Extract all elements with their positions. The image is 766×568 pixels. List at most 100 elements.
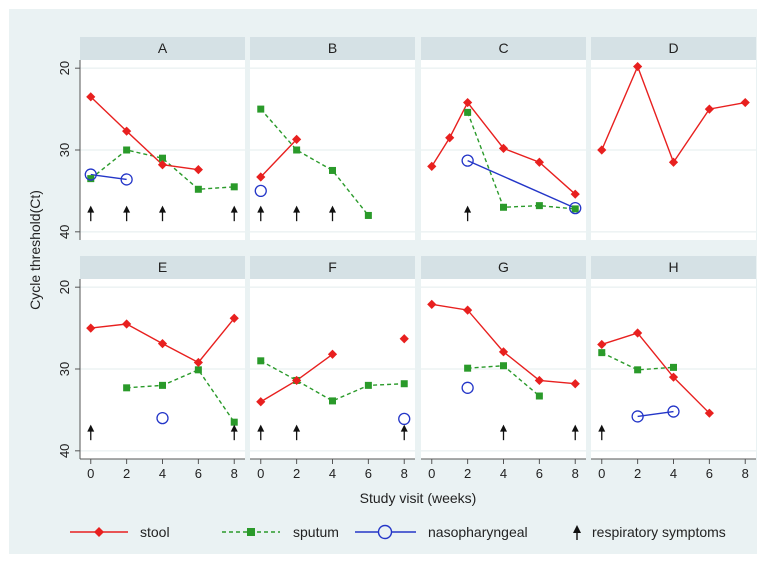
panel-a-sputum-line	[90, 149, 235, 190]
panel-f-sputum-point	[257, 357, 265, 365]
panel-a-sputum-point	[87, 175, 95, 183]
panel-b-title: B	[328, 40, 337, 56]
x-tick-label: 8	[401, 466, 408, 481]
panel-b-stool-line	[260, 138, 298, 178]
panel-g-naso-point	[461, 381, 474, 394]
panel-e-sputum-point	[123, 384, 131, 392]
panel-h-naso-point	[667, 405, 680, 418]
panel-e-title: E	[158, 259, 167, 275]
panel-c-resp-arrow	[464, 205, 472, 213]
panel-g-resp-arrow	[500, 424, 507, 432]
panel-a-sputum-point	[123, 146, 131, 154]
panel-d-stool-point	[633, 61, 643, 72]
panel-f-stool-point	[327, 349, 338, 359]
panel-c-stool-point	[463, 97, 473, 108]
panel-h-title: H	[668, 259, 678, 275]
legend-stool-label: stool	[140, 524, 170, 540]
panel-c-strip	[421, 37, 586, 60]
x-tick-label: 8	[231, 466, 238, 481]
panel-c-naso-point	[461, 154, 474, 167]
x-tick-label: 6	[706, 466, 713, 481]
panel-b-resp-arrow	[329, 205, 336, 213]
panel-e-stool-point	[157, 339, 168, 349]
legend-sputum-marker	[247, 528, 255, 536]
y-tick-label: 30	[57, 143, 72, 157]
panel-b-stool-point	[256, 172, 266, 182]
panel-e-stool-point	[86, 323, 96, 333]
panel-e-strip	[80, 256, 245, 279]
x-tick-label: 4	[500, 466, 507, 481]
x-tick-label: 0	[87, 466, 94, 481]
panel-f-sputum-point	[400, 380, 408, 388]
x-tick-label: 0	[598, 466, 605, 481]
panel-c-sputum-point	[500, 203, 507, 211]
panel-f-sputum-point	[329, 397, 336, 405]
legend-resp-marker	[573, 525, 581, 533]
panel-a-resp-arrow	[230, 205, 238, 213]
x-tick-label: 6	[536, 466, 543, 481]
legend-resp-label: respiratory symptoms	[592, 524, 726, 540]
panel-f-resp-arrow	[400, 424, 408, 432]
panel-f-sputum-point	[364, 381, 372, 389]
panel-a-title: A	[158, 40, 168, 56]
panel-c-stool-point	[570, 189, 580, 199]
y-tick-label: 30	[57, 362, 72, 376]
panel-e-stool-point	[122, 319, 132, 329]
panel-b-sputum-point	[257, 105, 265, 113]
panel-c-naso-point	[569, 201, 582, 215]
panel-d-strip	[591, 37, 756, 60]
x-tick-label: 0	[428, 466, 435, 481]
panel-f-sputum-line	[260, 360, 405, 402]
panel-a-naso-point	[120, 173, 133, 186]
x-tick-label: 4	[670, 466, 677, 481]
panel-c-stool-point	[427, 161, 437, 171]
x-tick-label: 8	[742, 466, 749, 481]
panel-b-sputum-point	[293, 146, 301, 154]
panel-h-naso-point	[631, 410, 644, 423]
legend-naso-marker	[377, 524, 393, 540]
y-tick-label: 40	[57, 225, 72, 239]
panel-c-title: C	[498, 40, 508, 56]
panel-a-naso-point	[84, 168, 97, 181]
panel-h-strip	[591, 256, 756, 279]
x-tick-label: 6	[195, 466, 202, 481]
panel-g-stool-point	[534, 375, 544, 386]
panel-d-title: D	[668, 40, 678, 56]
panel-d-stool-point	[704, 104, 714, 114]
panel-a-stool-line	[90, 96, 199, 171]
panel-c-sputum-point	[464, 108, 472, 116]
x-tick-label: 6	[365, 466, 372, 481]
x-tick-label: 2	[464, 466, 471, 481]
panel-e-sputum-point	[230, 418, 238, 426]
panel-a-resp-arrow	[159, 205, 166, 213]
panel-c-sputum-point	[535, 202, 543, 210]
panel-h-sputum-point	[598, 349, 606, 357]
x-axis-title: Study visit (weeks)	[360, 490, 477, 506]
panel-f-stool-point	[256, 397, 266, 407]
panel-g-stool-point	[570, 379, 580, 389]
panel-a-strip	[80, 37, 245, 60]
panel-e-stool-point	[229, 313, 239, 323]
panel-f-stool-point	[292, 375, 302, 386]
x-tick-label: 2	[634, 466, 641, 481]
panel-b-naso-point	[254, 184, 267, 198]
panel-e-sputum-point	[159, 381, 166, 389]
panel-g-strip	[421, 256, 586, 279]
panel-a-stool-point	[193, 165, 203, 175]
panel-a-sputum-point	[159, 154, 166, 162]
panel-h-stool-point	[633, 328, 643, 338]
panel-c-sputum-point	[571, 205, 579, 213]
panel-e-sputum-point	[194, 366, 202, 374]
panel-a-stool-point	[86, 92, 96, 102]
panel-b-strip	[250, 37, 415, 60]
panel-a-sputum-point	[194, 185, 202, 193]
panel-d-stool-point	[740, 97, 750, 108]
panel-f-resp-arrow	[293, 424, 301, 432]
panel-g-stool-point	[498, 347, 509, 357]
panel-e-resp-arrow	[87, 424, 95, 432]
panel-c-stool-line	[431, 101, 576, 195]
panel-h-stool-point	[668, 372, 679, 382]
panel-g-resp-arrow	[571, 424, 579, 432]
panel-a-stool-point	[157, 160, 168, 170]
